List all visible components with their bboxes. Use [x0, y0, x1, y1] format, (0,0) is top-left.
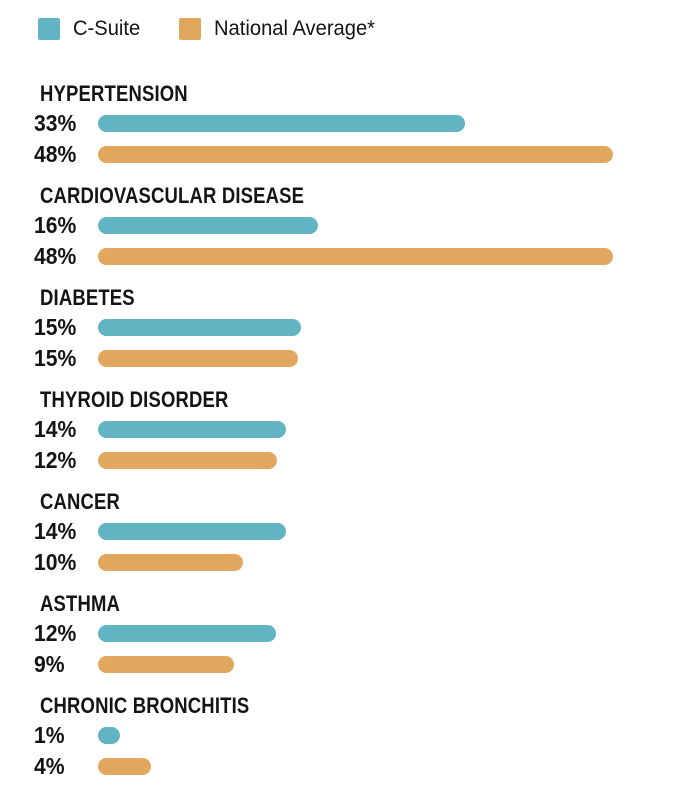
bar-row: 1%	[34, 722, 676, 748]
value-label: 14%	[34, 416, 77, 442]
category-title-row: CARDIOVASCULAR DISEASE	[34, 183, 676, 209]
bar-row: 10%	[34, 549, 676, 575]
value-label: 15%	[34, 314, 77, 340]
value-label: 12%	[34, 447, 77, 473]
chart-group: CHRONIC BRONCHITIS 1% 4%	[34, 693, 676, 779]
chart-group: CARDIOVASCULAR DISEASE 16% 48%	[34, 183, 676, 269]
csuite-bar	[98, 217, 318, 234]
bar-row: 48%	[34, 243, 676, 269]
national-average-bar	[98, 350, 298, 367]
national-average-bar	[98, 146, 613, 163]
value-label: 1%	[34, 722, 65, 748]
category-label: CHRONIC BRONCHITIS	[40, 693, 250, 718]
legend: C-Suite National Average*	[38, 17, 676, 41]
value-label: 10%	[34, 549, 77, 575]
value-label: 48%	[34, 243, 77, 269]
category-title-row: CHRONIC BRONCHITIS	[34, 693, 676, 719]
bar-row: 12%	[34, 447, 676, 473]
national-average-bar	[98, 656, 234, 673]
bar-chart: HYPERTENSION 33% 48% CARDIOVASCULAR DISEASE…	[34, 81, 676, 779]
bar-row: 12%	[34, 620, 676, 646]
value-label: 12%	[34, 620, 77, 646]
csuite-color-swatch	[38, 18, 60, 40]
category-label: HYPERTENSION	[40, 81, 188, 106]
category-title-row: ASTHMA	[34, 591, 676, 617]
chart-group: ASTHMA 12% 9%	[34, 591, 676, 677]
category-label: DIABETES	[40, 285, 135, 310]
csuite-bar	[98, 421, 286, 438]
category-title-row: DIABETES	[34, 285, 676, 311]
chart-group: HYPERTENSION 33% 48%	[34, 81, 676, 167]
value-label: 48%	[34, 141, 77, 167]
category-title-row: THYROID DISORDER	[34, 387, 676, 413]
legend-item-national-average: National Average*	[179, 17, 382, 41]
value-label: 33%	[34, 110, 77, 136]
category-label: ASTHMA	[40, 591, 121, 616]
csuite-bar	[98, 115, 465, 132]
bar-row: 9%	[34, 651, 676, 677]
category-label: CARDIOVASCULAR DISEASE	[40, 183, 305, 208]
csuite-bar	[98, 727, 120, 744]
csuite-bar	[98, 319, 301, 336]
legend-item-csuite: C-Suite	[38, 17, 143, 41]
csuite-bar	[98, 523, 286, 540]
chart-group: DIABETES 15% 15%	[34, 285, 676, 371]
bar-row: 15%	[34, 314, 676, 340]
category-label: CANCER	[40, 489, 121, 514]
value-label: 4%	[34, 753, 65, 779]
national-average-color-swatch	[179, 18, 202, 40]
value-label: 14%	[34, 518, 77, 544]
chart-group: CANCER 14% 10%	[34, 489, 676, 575]
legend-label-csuite: C-Suite	[73, 17, 141, 40]
value-label: 9%	[34, 651, 65, 677]
value-label: 16%	[34, 212, 77, 238]
category-title-row: CANCER	[34, 489, 676, 515]
category-label: THYROID DISORDER	[40, 387, 229, 412]
legend-label-national-average: National Average*	[214, 17, 376, 40]
bar-row: 4%	[34, 753, 676, 779]
national-average-bar	[98, 758, 151, 775]
national-average-bar	[98, 554, 243, 571]
bar-row: 14%	[34, 416, 676, 442]
bar-row: 16%	[34, 212, 676, 238]
bar-row: 48%	[34, 141, 676, 167]
bar-row: 15%	[34, 345, 676, 371]
category-title-row: HYPERTENSION	[34, 81, 676, 107]
value-label: 15%	[34, 345, 77, 371]
bar-row: 14%	[34, 518, 676, 544]
chart-group: THYROID DISORDER 14% 12%	[34, 387, 676, 473]
national-average-bar	[98, 452, 277, 469]
national-average-bar	[98, 248, 613, 265]
csuite-bar	[98, 625, 276, 642]
bar-row: 33%	[34, 110, 676, 136]
